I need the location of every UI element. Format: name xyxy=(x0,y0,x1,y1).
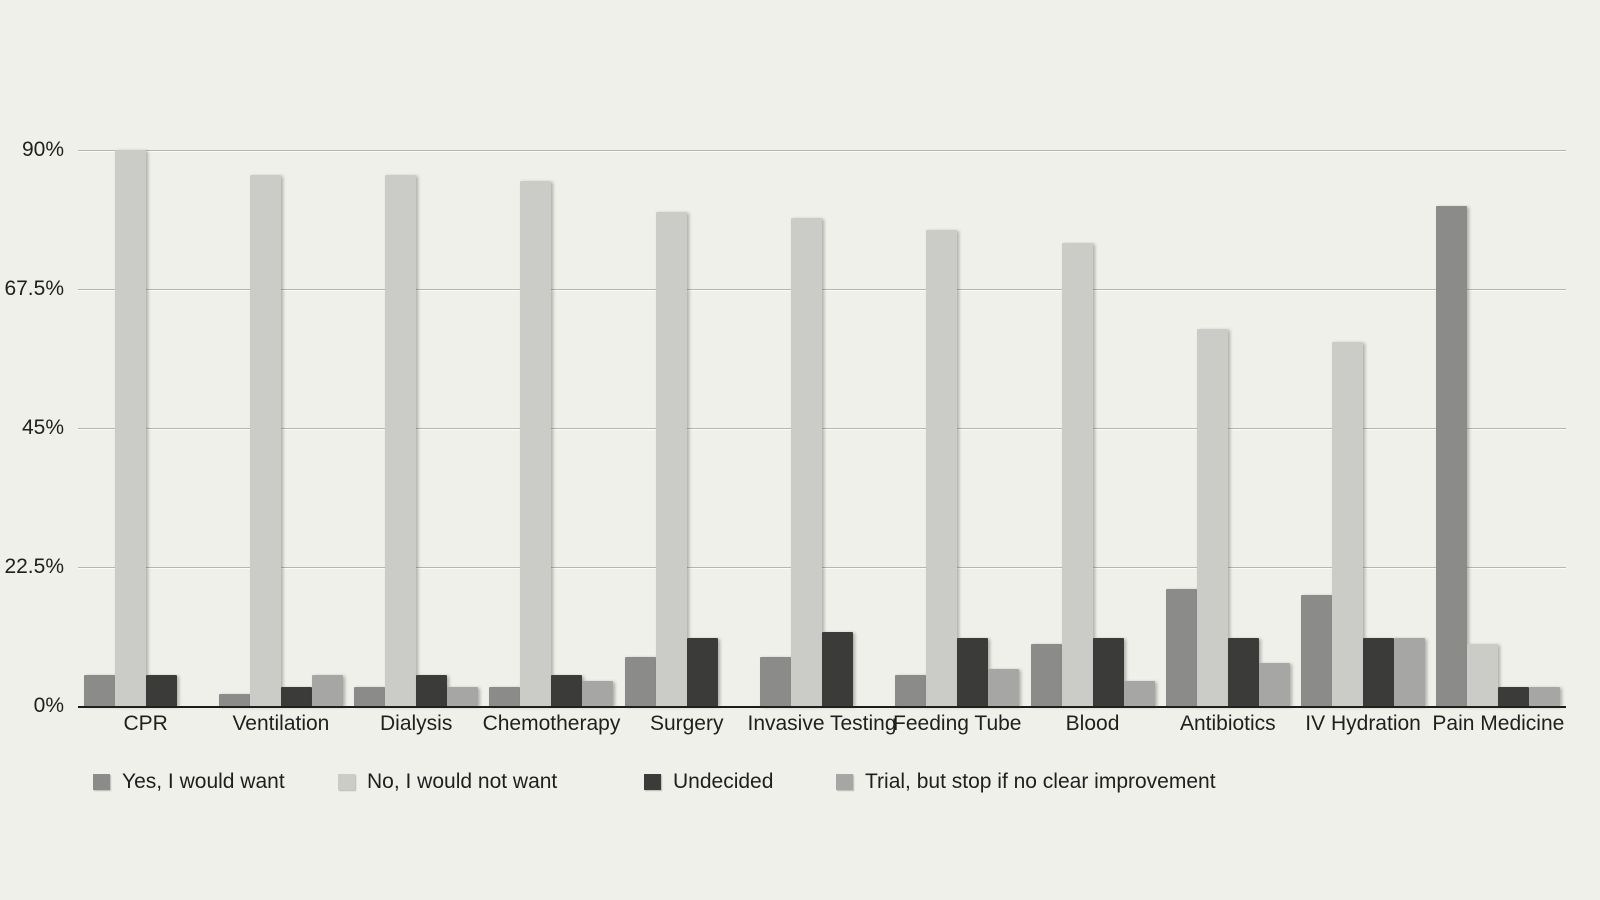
x-axis-label-iv-hydration: IV Hydration xyxy=(1305,712,1421,735)
legend-swatch-icon xyxy=(836,774,853,790)
x-axis-label-cpr: CPR xyxy=(123,712,168,735)
bar-iv-hydration-trial xyxy=(1394,638,1426,706)
y-tick-label-90: 90% xyxy=(21,138,64,161)
x-axis-label-invasive-testing: Invasive Testing xyxy=(747,712,897,735)
bar-invasive-testing-no xyxy=(791,218,822,706)
gridline-45 xyxy=(78,428,1566,429)
bar-feeding-tube-yes xyxy=(895,675,927,706)
bar-antibiotics-no xyxy=(1196,329,1228,706)
y-tick-label-67-5: 67.5% xyxy=(4,277,64,300)
legend-swatch-icon xyxy=(644,774,661,790)
bar-blood-no xyxy=(1061,243,1093,706)
bar-chemotherapy-no xyxy=(520,181,552,706)
legend-item-yes: Yes, I would want xyxy=(93,770,285,794)
x-axis-label-ventilation: Ventilation xyxy=(232,712,330,735)
bar-antibiotics-yes xyxy=(1165,589,1197,706)
x-axis-label-chemotherapy: Chemotherapy xyxy=(482,712,621,735)
bar-group-iv-hydration xyxy=(1301,342,1426,706)
bar-cpr-yes xyxy=(83,675,115,706)
bar-group-invasive-testing xyxy=(760,218,884,706)
gridline-67-5 xyxy=(78,289,1566,290)
y-tick-label-45: 45% xyxy=(21,416,64,439)
bar-antibiotics-trial xyxy=(1258,663,1290,706)
bar-pain-medicine-trial xyxy=(1529,687,1561,706)
bar-ventilation-undecided xyxy=(280,687,312,706)
bar-blood-trial xyxy=(1123,681,1155,706)
bar-group-feeding-tube xyxy=(895,230,1020,706)
bar-antibiotics-undecided xyxy=(1227,638,1259,706)
bar-group-chemotherapy xyxy=(489,181,614,706)
x-axis-label-antibiotics: Antibiotics xyxy=(1179,712,1276,735)
gridline-22-5 xyxy=(78,567,1566,568)
bar-iv-hydration-yes xyxy=(1301,595,1333,706)
bar-group-cpr xyxy=(83,150,208,706)
legend-item-no: No, I would not want xyxy=(338,770,557,794)
bar-surgery-yes xyxy=(624,657,656,706)
bar-pain-medicine-undecided xyxy=(1498,687,1530,706)
bar-invasive-testing-yes xyxy=(760,657,791,706)
x-axis-label-surgery: Surgery xyxy=(649,712,724,735)
bar-chemotherapy-yes xyxy=(489,687,521,706)
legend-label: Undecided xyxy=(673,770,774,793)
bar-surgery-undecided xyxy=(686,638,718,706)
bar-chemotherapy-trial xyxy=(582,681,614,706)
bar-feeding-tube-no xyxy=(926,230,958,706)
bar-pain-medicine-yes xyxy=(1436,206,1468,706)
x-axis-label-blood: Blood xyxy=(1065,712,1120,735)
legend-label: No, I would not want xyxy=(367,770,558,793)
y-tick-label-22-5: 22.5% xyxy=(4,555,64,578)
legend-item-trial: Trial, but stop if no clear improvement xyxy=(836,770,1216,794)
bar-invasive-testing-undecided xyxy=(822,632,853,706)
plot-area xyxy=(78,150,1566,708)
legend-label: Trial, but stop if no clear improvement xyxy=(865,770,1216,793)
bar-group-pain-medicine xyxy=(1436,206,1561,706)
gridline-90 xyxy=(78,150,1566,151)
bar-feeding-tube-undecided xyxy=(957,638,989,706)
legend-swatch-icon xyxy=(338,774,355,790)
legend-label: Yes, I would want xyxy=(122,770,285,793)
bar-cpr-no xyxy=(114,150,146,706)
bar-iv-hydration-undecided xyxy=(1363,638,1395,706)
bar-surgery-no xyxy=(655,212,687,706)
y-tick-label-0: 0% xyxy=(33,694,64,717)
bar-group-ventilation xyxy=(218,175,343,706)
bar-group-antibiotics xyxy=(1165,329,1290,706)
x-axis-label-pain-medicine: Pain Medicine xyxy=(1432,712,1565,735)
bar-dialysis-yes xyxy=(354,687,386,706)
bar-ventilation-yes xyxy=(218,694,250,706)
bar-blood-undecided xyxy=(1092,638,1124,706)
bar-group-surgery xyxy=(624,212,749,706)
bar-dialysis-trial xyxy=(447,687,479,706)
bar-dialysis-no xyxy=(385,175,417,706)
bar-dialysis-undecided xyxy=(416,675,448,706)
bar-chemotherapy-undecided xyxy=(551,675,583,706)
bar-group-blood xyxy=(1030,243,1155,706)
x-axis-label-dialysis: Dialysis xyxy=(380,712,453,735)
x-axis-label-feeding-tube: Feeding Tube xyxy=(893,712,1022,735)
bar-ventilation-trial xyxy=(311,675,343,706)
legend-item-undecided: Undecided xyxy=(644,770,773,794)
bar-blood-yes xyxy=(1030,644,1062,706)
bar-group-dialysis xyxy=(354,175,479,706)
bar-cpr-undecided xyxy=(145,675,177,706)
bar-pain-medicine-no xyxy=(1467,644,1499,706)
bar-feeding-tube-trial xyxy=(988,669,1020,706)
bar-ventilation-no xyxy=(249,175,281,706)
legend-swatch-icon xyxy=(93,774,110,790)
bar-iv-hydration-no xyxy=(1332,342,1364,706)
